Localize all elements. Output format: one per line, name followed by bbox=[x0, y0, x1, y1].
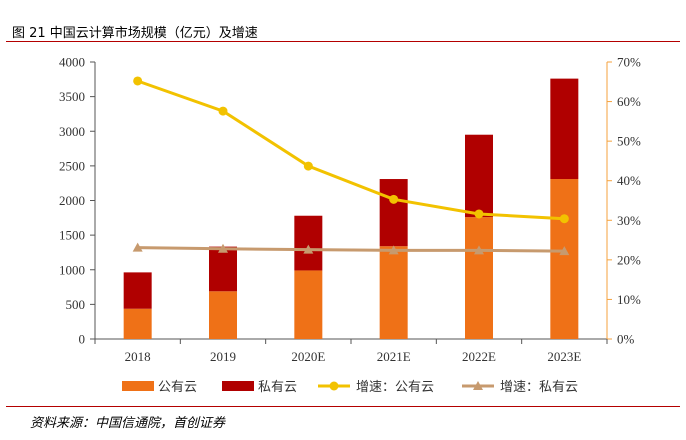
legend-swatch-private bbox=[222, 381, 254, 391]
bar-public-cloud bbox=[379, 246, 408, 339]
right-tick-label: 10% bbox=[617, 292, 641, 307]
legend-label-public-growth: 增速：公有云 bbox=[356, 380, 434, 395]
bar-private-cloud bbox=[379, 179, 408, 247]
marker-public-growth bbox=[218, 106, 228, 116]
x-tick-label: 2022E bbox=[462, 349, 496, 364]
bar-private-cloud bbox=[294, 215, 323, 271]
bar-private-cloud bbox=[465, 134, 493, 218]
source-rule bbox=[6, 406, 680, 407]
right-tick-label: 70% bbox=[617, 55, 641, 70]
bar-private-cloud bbox=[209, 246, 237, 292]
right-tick-label: 20% bbox=[617, 252, 641, 267]
left-tick-label: 0 bbox=[79, 332, 86, 347]
left-tick-label: 2500 bbox=[59, 158, 85, 173]
left-tick-label: 500 bbox=[66, 297, 86, 312]
right-tick-label: 50% bbox=[617, 134, 641, 149]
right-tick-label: 30% bbox=[617, 213, 641, 228]
bar-public-cloud bbox=[209, 291, 237, 339]
right-tick-label: 60% bbox=[617, 94, 641, 109]
bar-public-cloud bbox=[294, 270, 323, 339]
source-note: 资料来源：中国信通院，首创证券 bbox=[30, 416, 226, 431]
left-tick-label: 3000 bbox=[59, 124, 85, 139]
marker-public-growth bbox=[559, 214, 569, 224]
line-public-growth bbox=[137, 79, 565, 221]
chart-title: 图 21 中国云计算市场规模（亿元）及增速 bbox=[12, 26, 258, 41]
marker-private-growth bbox=[303, 244, 314, 254]
legend-marker-public-growth bbox=[329, 381, 339, 391]
marker-public-growth bbox=[389, 194, 399, 204]
legend-marker-private-growth bbox=[473, 381, 483, 390]
bar-private-cloud bbox=[123, 272, 152, 309]
right-tick-label: 0% bbox=[617, 332, 635, 347]
x-tick-label: 2021E bbox=[377, 349, 411, 364]
bar-public-cloud bbox=[465, 217, 493, 339]
legend-label-private: 私有云 bbox=[258, 380, 297, 395]
line-private-growth bbox=[137, 246, 565, 253]
marker-public-growth bbox=[133, 76, 143, 86]
x-tick-label: 2018 bbox=[125, 349, 151, 364]
x-tick-label: 2020E bbox=[291, 349, 325, 364]
left-tick-label: 4000 bbox=[59, 55, 85, 70]
marker-private-growth bbox=[388, 245, 399, 255]
marker-private-growth bbox=[218, 243, 228, 253]
left-tick-label: 1000 bbox=[59, 262, 85, 277]
marker-public-growth bbox=[303, 161, 313, 171]
right-tick-label: 40% bbox=[617, 173, 641, 188]
title-rule bbox=[6, 41, 680, 42]
marker-private-growth bbox=[559, 246, 570, 256]
marker-private-growth bbox=[132, 242, 143, 252]
left-tick-label: 1500 bbox=[59, 228, 85, 243]
left-tick-label: 3500 bbox=[59, 89, 85, 104]
bar-public-cloud bbox=[550, 179, 579, 339]
marker-private-growth bbox=[474, 245, 484, 255]
legend-label-private-growth: 增速：私有云 bbox=[500, 380, 578, 395]
legend-swatch-public bbox=[122, 381, 154, 391]
left-tick-label: 2000 bbox=[59, 193, 85, 208]
x-tick-label: 2023E bbox=[547, 349, 581, 364]
marker-public-growth bbox=[474, 209, 484, 219]
bar-private-cloud bbox=[550, 78, 579, 180]
x-tick-label: 2019 bbox=[210, 349, 236, 364]
bar-public-cloud bbox=[123, 308, 152, 339]
legend-label-public: 公有云 bbox=[158, 380, 197, 395]
